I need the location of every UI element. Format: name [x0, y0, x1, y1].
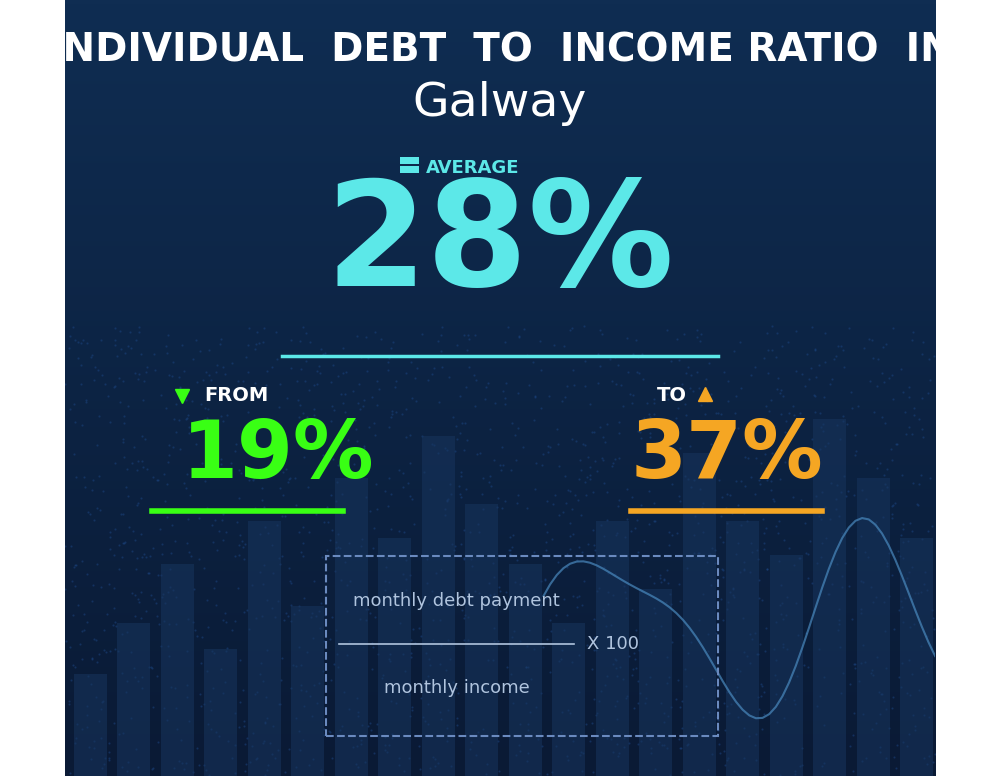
Bar — [857, 479, 890, 776]
Bar — [552, 623, 585, 776]
Text: FROM: FROM — [204, 386, 268, 406]
Bar — [509, 563, 542, 776]
Bar — [422, 436, 455, 776]
Bar — [400, 167, 419, 174]
Bar — [248, 521, 281, 776]
Text: 28%: 28% — [326, 175, 674, 317]
Bar — [900, 538, 933, 776]
Bar — [117, 623, 150, 776]
Bar — [204, 649, 237, 776]
Text: 19%: 19% — [182, 417, 375, 495]
Bar — [335, 479, 368, 776]
Bar — [465, 504, 498, 776]
Text: TO: TO — [657, 386, 687, 406]
Bar — [161, 563, 194, 776]
Bar — [726, 521, 759, 776]
Bar — [596, 521, 629, 776]
Bar — [639, 589, 672, 776]
Bar — [813, 419, 846, 776]
Text: 37%: 37% — [631, 417, 823, 495]
Bar — [770, 555, 803, 776]
Bar — [400, 158, 419, 165]
Text: monthly debt payment: monthly debt payment — [353, 592, 560, 610]
Text: INDIVIDUAL  DEBT  TO  INCOME RATIO  IN: INDIVIDUAL DEBT TO INCOME RATIO IN — [48, 32, 952, 70]
Text: Galway: Galway — [413, 81, 587, 126]
Bar — [74, 674, 107, 776]
Bar — [683, 453, 716, 776]
Text: monthly income: monthly income — [384, 679, 529, 697]
Bar — [291, 606, 324, 776]
Bar — [378, 538, 411, 776]
Text: X 100: X 100 — [587, 635, 639, 653]
Text: AVERAGE: AVERAGE — [426, 159, 520, 177]
